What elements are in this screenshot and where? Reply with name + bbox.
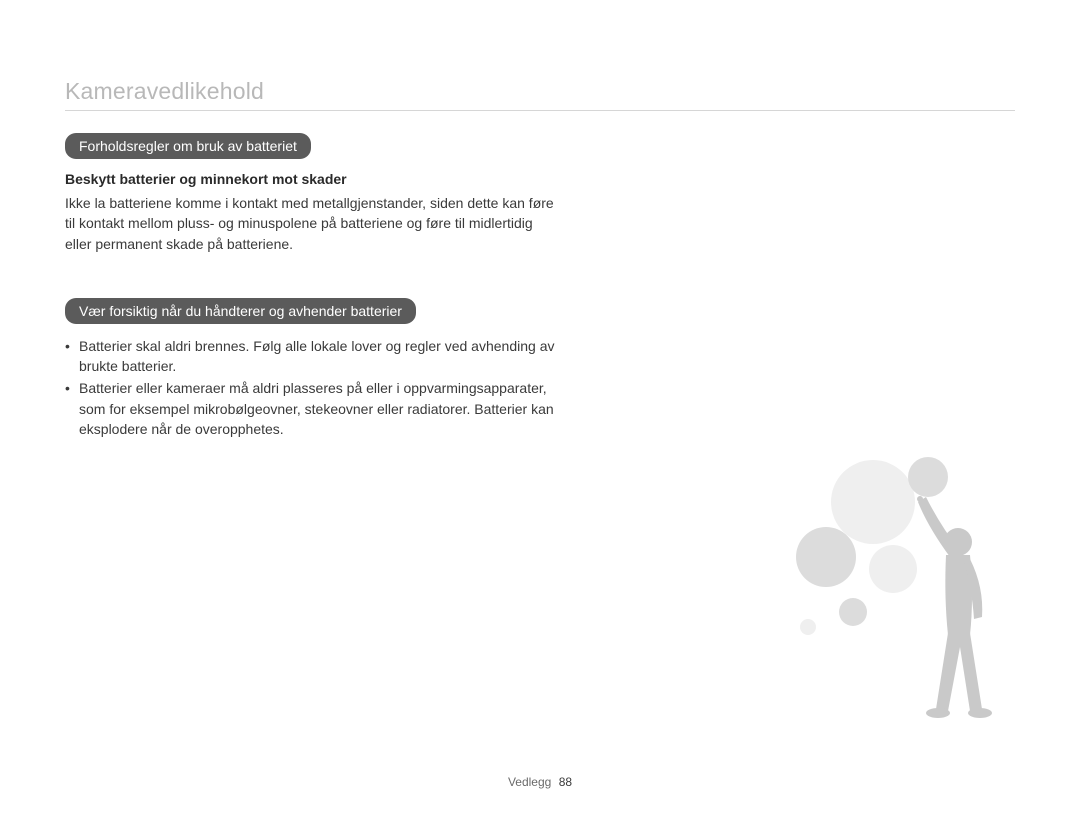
section-pill-2: Vær forsiktig når du håndterer og avhend… [65, 298, 416, 324]
manual-page: Kameravedlikehold Forholdsregler om bruk… [0, 0, 1080, 815]
section1-paragraph: Ikke la batteriene komme i kontakt med m… [65, 193, 555, 254]
footer-page-number: 88 [559, 775, 572, 789]
list-item: Batterier skal aldri brennes. Følg alle … [65, 336, 555, 377]
content-column: Forholdsregler om bruk av batteriet Besk… [65, 133, 555, 439]
divider [65, 110, 1015, 111]
chapter-title: Kameravedlikehold [65, 78, 1015, 105]
section2-bullets: Batterier skal aldri brennes. Følg alle … [65, 336, 555, 439]
footer-label: Vedlegg [508, 775, 551, 789]
section-pill-1: Forholdsregler om bruk av batteriet [65, 133, 311, 159]
decorative-illustration [768, 447, 1028, 747]
section1-subhead: Beskytt batterier og minnekort mot skade… [65, 171, 555, 187]
page-footer: Vedlegg 88 [0, 775, 1080, 789]
list-item: Batterier eller kameraer må aldri plasse… [65, 378, 555, 439]
